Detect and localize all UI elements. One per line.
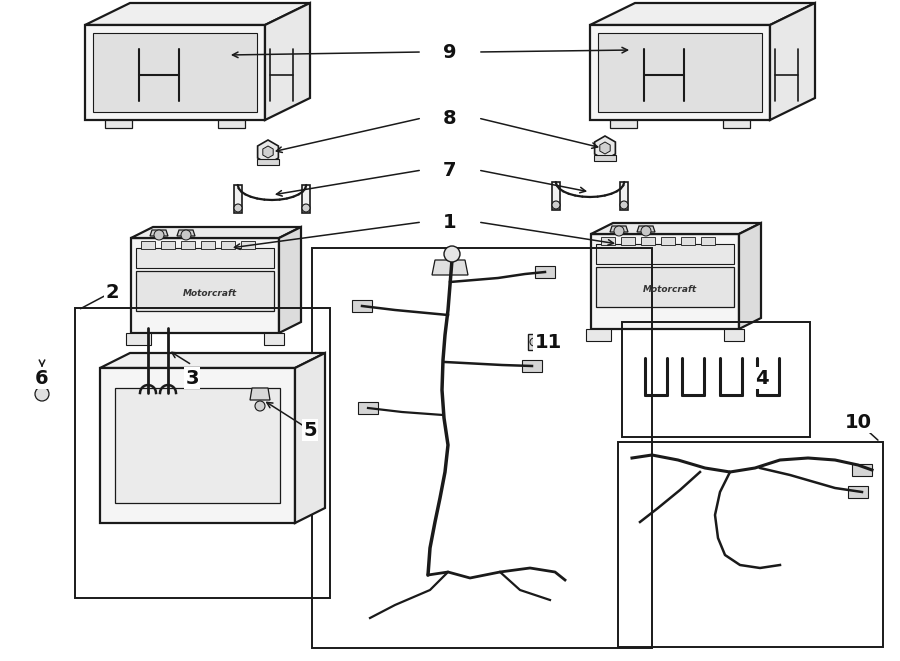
- Polygon shape: [552, 182, 560, 210]
- Text: Motorcraft: Motorcraft: [643, 285, 698, 293]
- Circle shape: [530, 338, 538, 346]
- Text: 1: 1: [443, 212, 457, 231]
- Polygon shape: [150, 230, 168, 236]
- Polygon shape: [586, 329, 611, 341]
- Bar: [221, 241, 235, 249]
- Bar: [618, 442, 883, 647]
- Polygon shape: [848, 486, 868, 498]
- Polygon shape: [432, 260, 468, 275]
- Text: 8: 8: [443, 108, 457, 128]
- Bar: [181, 241, 195, 249]
- Circle shape: [35, 387, 49, 401]
- Polygon shape: [85, 3, 310, 25]
- Polygon shape: [93, 33, 257, 112]
- Polygon shape: [595, 136, 616, 160]
- Circle shape: [234, 204, 242, 212]
- Text: 11: 11: [535, 332, 562, 352]
- Polygon shape: [234, 185, 242, 213]
- Polygon shape: [590, 25, 770, 120]
- Bar: [596, 267, 734, 307]
- Polygon shape: [250, 388, 270, 400]
- Bar: [136, 247, 274, 268]
- Polygon shape: [528, 334, 552, 350]
- Text: Motorcraft: Motorcraft: [183, 289, 237, 297]
- Polygon shape: [591, 223, 761, 234]
- Circle shape: [181, 230, 191, 240]
- Polygon shape: [739, 223, 761, 329]
- Text: 6: 6: [35, 368, 49, 387]
- Text: 2: 2: [105, 282, 119, 301]
- Text: 4: 4: [755, 368, 769, 387]
- Bar: [681, 237, 695, 245]
- Bar: [257, 159, 279, 165]
- Bar: [312, 248, 652, 648]
- Polygon shape: [105, 120, 132, 128]
- Circle shape: [154, 230, 164, 240]
- Bar: [641, 237, 655, 245]
- Circle shape: [302, 204, 310, 212]
- Polygon shape: [352, 300, 372, 312]
- Bar: [621, 237, 635, 245]
- Bar: [136, 271, 274, 311]
- Polygon shape: [100, 353, 325, 368]
- Polygon shape: [257, 140, 278, 164]
- Circle shape: [542, 341, 548, 347]
- Polygon shape: [131, 227, 301, 238]
- Text: 10: 10: [844, 412, 871, 432]
- Text: 7: 7: [443, 161, 456, 180]
- Polygon shape: [522, 360, 542, 372]
- Circle shape: [620, 201, 628, 209]
- Polygon shape: [218, 120, 245, 128]
- Bar: [37, 368, 47, 390]
- Bar: [622, 322, 810, 437]
- Bar: [601, 237, 615, 245]
- Text: 3: 3: [185, 368, 199, 387]
- Bar: [594, 155, 616, 161]
- Circle shape: [255, 401, 265, 411]
- Polygon shape: [358, 402, 378, 414]
- Polygon shape: [177, 230, 195, 236]
- Polygon shape: [590, 3, 815, 25]
- Polygon shape: [598, 33, 762, 112]
- Polygon shape: [265, 3, 310, 120]
- Polygon shape: [637, 226, 655, 232]
- Polygon shape: [85, 25, 265, 120]
- Bar: [596, 243, 734, 264]
- Polygon shape: [724, 329, 744, 341]
- Polygon shape: [126, 333, 151, 345]
- Circle shape: [444, 246, 460, 262]
- Circle shape: [552, 201, 560, 209]
- Bar: [241, 241, 255, 249]
- Bar: [141, 241, 155, 249]
- Polygon shape: [263, 146, 274, 158]
- Polygon shape: [535, 266, 555, 278]
- Polygon shape: [591, 234, 739, 329]
- Bar: [701, 237, 715, 245]
- Polygon shape: [599, 142, 610, 154]
- Polygon shape: [610, 120, 637, 128]
- Polygon shape: [264, 333, 284, 345]
- Bar: [75, 308, 330, 598]
- Polygon shape: [620, 182, 628, 210]
- Bar: [661, 237, 675, 245]
- Polygon shape: [770, 3, 815, 120]
- Text: 5: 5: [303, 420, 317, 440]
- Polygon shape: [852, 464, 872, 476]
- Polygon shape: [610, 226, 628, 232]
- Polygon shape: [131, 238, 279, 333]
- Circle shape: [641, 226, 651, 236]
- Polygon shape: [100, 368, 295, 523]
- Circle shape: [614, 226, 624, 236]
- Bar: [161, 241, 175, 249]
- Polygon shape: [295, 353, 325, 523]
- Polygon shape: [279, 227, 301, 333]
- Polygon shape: [302, 185, 310, 213]
- Text: 9: 9: [443, 42, 456, 61]
- Polygon shape: [115, 388, 280, 503]
- Bar: [201, 241, 215, 249]
- Polygon shape: [723, 120, 750, 128]
